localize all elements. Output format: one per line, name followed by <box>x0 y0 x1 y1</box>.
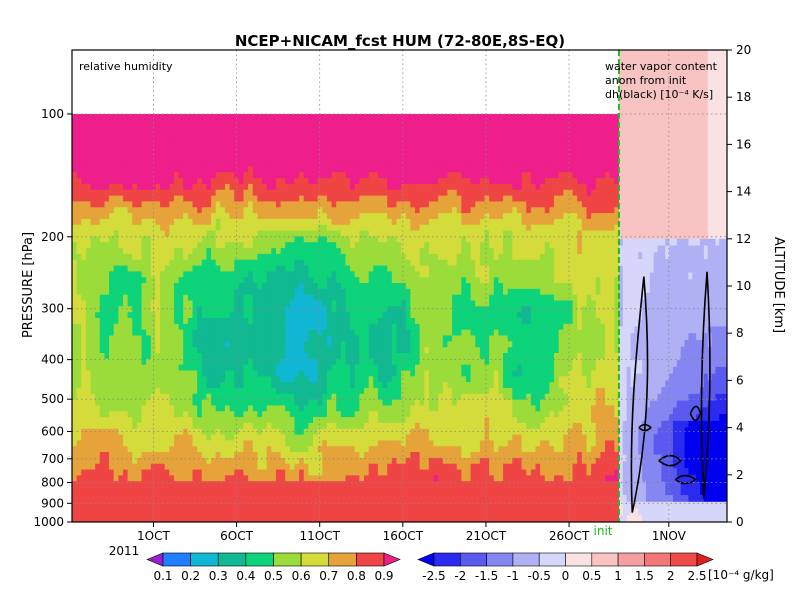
heating-contour <box>689 405 702 422</box>
axes: 100 200 300 400 500 600 700 800 900 1000 0 2 4 6 8 10 12… <box>33 43 751 543</box>
colorbar-label: 0.5 <box>582 569 601 583</box>
colorbar-cell <box>300 552 330 567</box>
plot-area <box>72 50 728 523</box>
colorbar-cell <box>670 552 698 567</box>
colorbar-label: -2 <box>454 569 466 583</box>
altitude-tick-label: 6 <box>736 373 744 387</box>
colorbar-cell <box>356 552 385 567</box>
heating-contour <box>674 474 697 485</box>
pressure-tick-label: 500 <box>41 392 64 406</box>
colorbar-arrow-high <box>383 552 401 567</box>
colorbar-cell <box>245 552 274 567</box>
altitude-tick-label: 2 <box>736 468 744 482</box>
altitude-tick-label: 20 <box>736 43 751 57</box>
colorbar-label: 0.1 <box>153 569 172 583</box>
water-vapor-anomaly-field <box>618 50 728 522</box>
colorbar-cell <box>328 552 357 567</box>
right-panel-label-2: anom from init <box>605 74 687 87</box>
colorbar-label: -1 <box>507 569 519 583</box>
colorbar-cell <box>591 552 619 567</box>
pressure-tick-label: 400 <box>41 353 64 367</box>
colorbar-cell <box>512 552 540 567</box>
y-axis-right-label: ALTITUDE [km] <box>771 237 786 333</box>
date-tick-label: 1NOV <box>652 529 687 543</box>
colorbar-label: 0.8 <box>347 569 366 583</box>
colorbar-label: 0.2 <box>181 569 200 583</box>
colorbar-cell <box>486 552 514 567</box>
colorbar-label: -2.5 <box>422 569 445 583</box>
altitude-tick-label: 16 <box>736 137 751 151</box>
anomaly-units-label: [10⁻⁴ g/kg] <box>708 568 774 582</box>
colorbar-cell <box>162 552 191 567</box>
altitude-tick-label: 0 <box>736 515 744 529</box>
date-tick-label: 11OCT <box>299 529 340 543</box>
colorbar-label: 0 <box>562 569 570 583</box>
colorbar-cell <box>273 552 302 567</box>
chart-title: NCEP+NICAM_fcst HUM (72-80E,8S-EQ) <box>235 32 565 50</box>
date-tick-label: 26OCT <box>549 529 590 543</box>
date-tick-label: 6OCT <box>220 529 253 543</box>
colorbar-label: 0.6 <box>292 569 311 583</box>
altitude-tick-label: 18 <box>736 90 751 104</box>
rh-colorbar: 0.1 0.2 0.3 0.4 0.5 0.6 0.7 0.8 0.9 <box>146 552 401 583</box>
pressure-tick-label: 800 <box>41 475 64 489</box>
date-tick-label: 16OCT <box>383 529 424 543</box>
colorbar-label: 0.3 <box>209 569 228 583</box>
altitude-tick-label: 8 <box>736 326 744 340</box>
date-tick-label: 21OCT <box>466 529 507 543</box>
altitude-tick-label: 12 <box>736 232 751 246</box>
pressure-tick-label: 1000 <box>33 515 64 529</box>
altitude-tick-label: 10 <box>736 279 751 293</box>
pressure-tick-label: 600 <box>41 424 64 438</box>
colorbar-cell <box>617 552 645 567</box>
colorbar-label: -1.5 <box>475 569 498 583</box>
colorbar-arrow-high <box>696 552 714 567</box>
pressure-tick-label: 900 <box>41 496 64 510</box>
right-panel-label-1: water vapor content <box>605 60 718 73</box>
colorbar-cell <box>459 552 487 567</box>
upper-blank-region <box>72 50 619 114</box>
y-axis-left-label: PRESSURE [hPa] <box>21 232 36 338</box>
pressure-tick-label: 200 <box>41 230 64 244</box>
altitude-tick-label: 14 <box>736 185 751 199</box>
colorbar-label: 0.5 <box>264 569 283 583</box>
colorbar-label: 2.5 <box>687 569 706 583</box>
colorbar-label: 0.7 <box>319 569 338 583</box>
colorbar-arrow-low <box>146 552 164 567</box>
pressure-tick-label: 300 <box>41 302 64 316</box>
colorbar-cell <box>565 552 593 567</box>
year-label: 2011 <box>109 544 140 558</box>
colorbar-cell <box>644 552 672 567</box>
colorbar-arrow-low <box>417 552 435 567</box>
left-panel-label: relative humidity <box>79 60 173 73</box>
date-tick-label: 1OCT <box>137 529 170 543</box>
colorbar-label: 0.9 <box>374 569 393 583</box>
colorbars: 0.1 0.2 0.3 0.4 0.5 0.6 0.7 0.8 0.9 -2.5 -2 -1.5 -1-… <box>146 552 714 583</box>
heating-contour <box>630 276 649 513</box>
colorbar-cell <box>217 552 247 567</box>
heating-contour <box>700 271 711 499</box>
pressure-tick-label: 100 <box>41 107 64 121</box>
colorbar-label: 2 <box>667 569 675 583</box>
relative-humidity-field <box>72 114 619 522</box>
colorbar-label: 1 <box>614 569 622 583</box>
colorbar-label: -0.5 <box>527 569 550 583</box>
colorbar-cell <box>190 552 219 567</box>
altitude-tick-label: 4 <box>736 421 744 435</box>
anomaly-colorbar: -2.5 -2 -1.5 -1 -0.5 0 0.5 1 1.5 2 2.5 <box>417 552 714 583</box>
pressure-tick-label: 700 <box>41 452 64 466</box>
heating-contour <box>638 423 653 432</box>
colorbar-cell <box>433 552 461 567</box>
init-label: init <box>594 524 613 538</box>
colorbar-cell <box>538 552 566 567</box>
right-panel-label-3: dh(black) [10⁻⁴ K/s] <box>605 88 713 101</box>
colorbar-label: 1.5 <box>635 569 654 583</box>
heating-contour <box>658 454 682 467</box>
colorbar-label: 0.4 <box>236 569 255 583</box>
